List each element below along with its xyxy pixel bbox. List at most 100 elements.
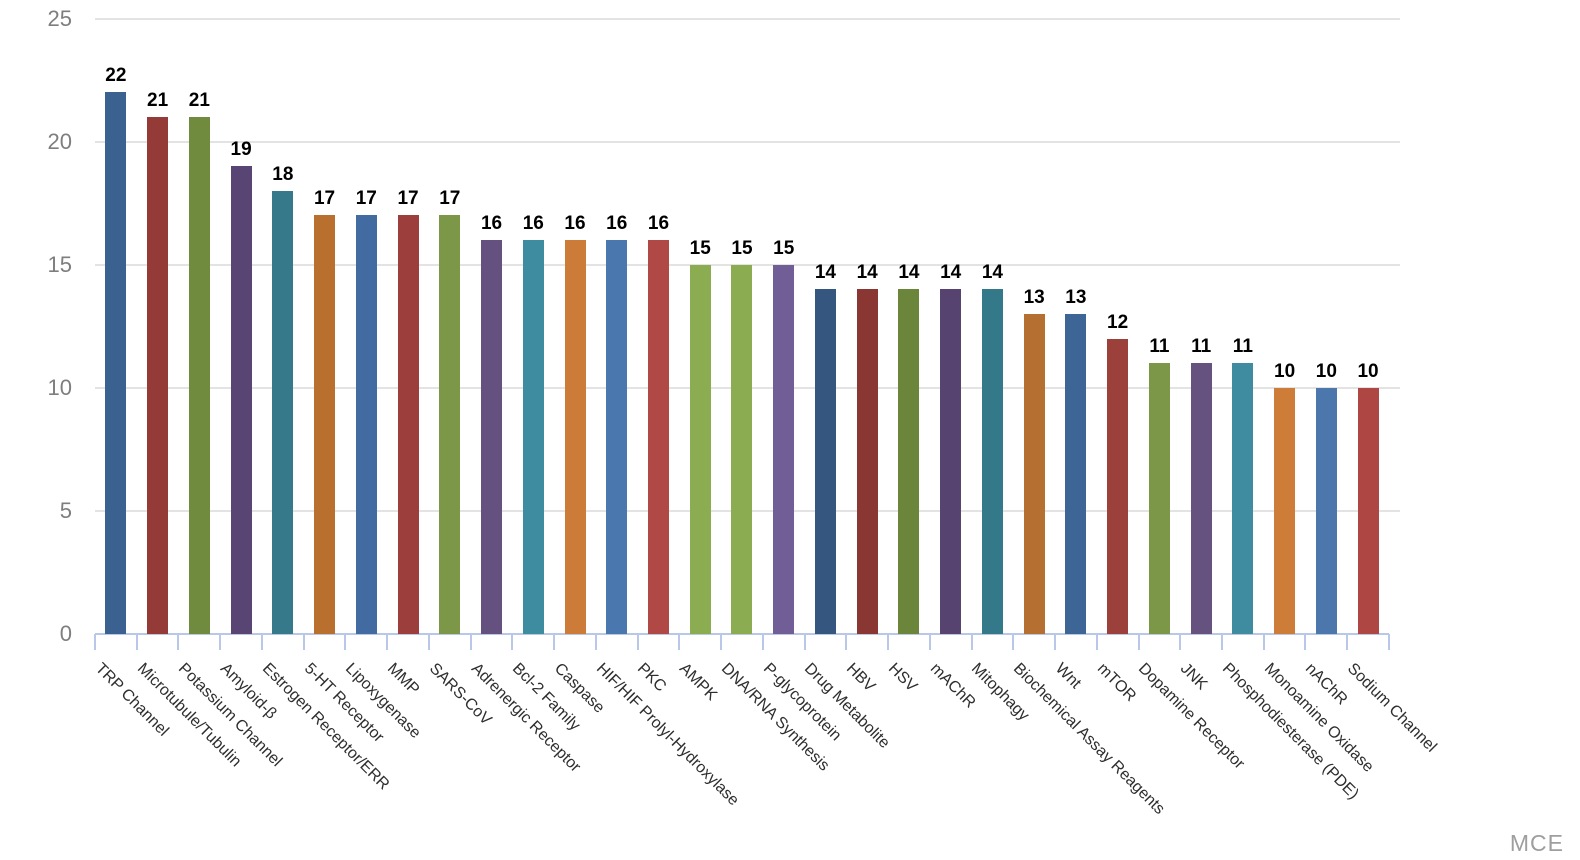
bar: [898, 289, 920, 634]
bar-value-label: 10: [1315, 360, 1337, 382]
x-axis-tick: [511, 634, 514, 650]
y-axis-tick-label: 15: [47, 251, 72, 277]
bar-value-label: 13: [1023, 286, 1045, 308]
bar: [1190, 363, 1212, 634]
bar: [773, 264, 795, 634]
bar-value-label: 15: [731, 237, 753, 259]
bar-value-label: 16: [480, 213, 503, 235]
y-axis-tick-label: 0: [59, 621, 72, 646]
x-axis-tick: [803, 634, 806, 650]
x-axis-tick: [678, 634, 681, 650]
bar-value-label: 12: [1107, 311, 1129, 333]
bar-value-label: 14: [814, 262, 836, 284]
x-axis-tick: [1262, 634, 1265, 650]
bar: [814, 289, 836, 634]
bar-value-label: 18: [272, 163, 294, 185]
x-axis-tick: [135, 634, 138, 650]
y-axis-tick-label: 20: [47, 128, 72, 154]
y-axis-tick-label: 5: [59, 497, 72, 523]
x-axis-tick: [1137, 634, 1140, 650]
category-label: HSV: [884, 660, 921, 696]
x-axis-tick: [469, 634, 472, 650]
bar: [940, 289, 962, 634]
x-axis-tick: [1012, 634, 1015, 650]
x-axis-tick: [302, 634, 305, 650]
category-label: HBV: [843, 660, 879, 696]
bar-value-label: 16: [647, 213, 670, 235]
bar: [230, 166, 252, 634]
y-gridline: [95, 140, 1400, 143]
bar-value-label: 13: [1065, 286, 1087, 308]
bar: [1065, 313, 1087, 634]
x-axis-tick: [1095, 634, 1098, 650]
bar-value-label: 21: [147, 89, 169, 111]
x-axis-line: [95, 633, 1389, 635]
bar-value-label: 11: [1232, 336, 1253, 358]
mce-watermark: MCE: [1509, 830, 1564, 856]
bar-value-label: 16: [564, 213, 586, 235]
x-axis-tick: [177, 634, 180, 650]
bar-value-label: 21: [188, 89, 210, 111]
bar-value-label: 11: [1149, 336, 1170, 358]
bar: [1232, 363, 1254, 634]
category-label: TRP Channel: [91, 660, 172, 740]
bar: [355, 215, 377, 634]
bar-value-label: 19: [230, 139, 252, 161]
y-axis-tick-label: 10: [47, 374, 72, 400]
x-axis-tick: [427, 634, 430, 650]
bar: [689, 264, 711, 634]
bar: [981, 289, 1003, 634]
bar-value-label: 10: [1274, 360, 1296, 382]
x-axis-tick: [845, 634, 848, 650]
bar: [606, 240, 628, 634]
bar: [1107, 338, 1129, 634]
bar: [1357, 387, 1379, 634]
bar: [481, 240, 503, 634]
y-gridline: [95, 17, 1400, 20]
x-axis-tick: [344, 634, 347, 650]
bar-value-label: 16: [522, 213, 544, 235]
bar: [272, 190, 294, 634]
bar: [1148, 363, 1170, 634]
y-axis-tick-label: 25: [47, 5, 72, 31]
category-label: Wnt: [1051, 660, 1084, 693]
category-label: Sodium Channel: [1344, 660, 1440, 756]
bar-value-label: 17: [397, 188, 419, 210]
bar-value-label: 15: [689, 237, 711, 259]
x-axis-tick: [553, 634, 556, 650]
bar: [731, 264, 753, 634]
category-label: Biochemical Assay Reagents: [1010, 660, 1169, 818]
bar-value-label: 17: [313, 188, 336, 210]
x-axis-tick: [1304, 634, 1307, 650]
bar: [397, 215, 419, 634]
bar: [439, 215, 461, 634]
bar: [1274, 387, 1296, 634]
bar: [564, 240, 586, 634]
bar: [147, 116, 169, 634]
bar-value-label: 14: [981, 262, 1003, 284]
x-axis-tick: [260, 634, 263, 650]
bar-value-label: 22: [105, 65, 127, 87]
x-axis-tick: [1346, 634, 1349, 650]
bar: [522, 240, 544, 634]
bar: [314, 215, 336, 634]
bar: [1315, 387, 1337, 634]
bar: [647, 240, 669, 634]
bar-value-label: 15: [773, 237, 795, 259]
category-label: AMPK: [676, 660, 721, 705]
category-label: PKC: [634, 660, 670, 696]
bar-value-label: 11: [1191, 336, 1212, 358]
bar: [188, 116, 210, 634]
x-axis-tick: [1387, 634, 1390, 650]
x-axis-tick: [887, 634, 890, 650]
x-axis-tick: [1054, 634, 1057, 650]
x-axis-tick: [970, 634, 973, 650]
bar-value-label: 17: [355, 188, 377, 210]
x-axis-tick: [386, 634, 389, 650]
category-label: MMP: [384, 660, 423, 699]
x-axis-tick: [594, 634, 597, 650]
bar: [1023, 313, 1045, 634]
x-axis-tick: [1220, 634, 1223, 650]
bar-value-label: 17: [439, 188, 461, 210]
